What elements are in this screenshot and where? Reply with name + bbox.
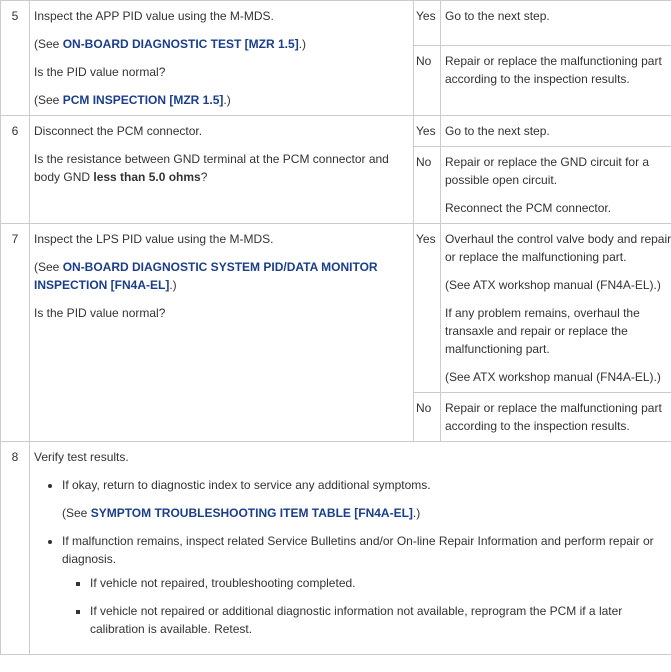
step-number: 6 xyxy=(1,116,30,224)
yes-label: Yes xyxy=(414,224,441,393)
action-see: (See PCM INSPECTION [MZR 1.5].) xyxy=(34,91,409,109)
sub-bullet-list: If vehicle not repaired, troubleshooting… xyxy=(62,574,671,638)
action-question: Is the resistance between GND terminal a… xyxy=(34,150,409,186)
list-item: If vehicle not repaired or additional di… xyxy=(90,602,671,638)
step-number: 5 xyxy=(1,1,30,116)
action-see: (See ON-BOARD DIAGNOSTIC SYSTEM PID/DATA… xyxy=(34,258,409,294)
action-see: (See SYMPTOM TROUBLESHOOTING ITEM TABLE … xyxy=(62,504,671,522)
yes-label: Yes xyxy=(414,116,441,147)
action-text: Inspect the APP PID value using the M-MD… xyxy=(34,7,409,25)
step-action: Inspect the LPS PID value using the M-MD… xyxy=(30,224,414,442)
list-item: If malfunction remains, inspect related … xyxy=(62,532,671,638)
no-label: No xyxy=(414,45,441,115)
step-action: Disconnect the PCM connector. Is the res… xyxy=(30,116,414,224)
no-label: No xyxy=(414,147,441,224)
yes-result: Go to the next step. xyxy=(441,116,671,147)
no-label: No xyxy=(414,393,441,442)
link-onboard-diag-test[interactable]: ON-BOARD DIAGNOSTIC TEST [MZR 1.5] xyxy=(63,37,299,51)
yes-result: Overhaul the control valve body and repa… xyxy=(441,224,671,393)
action-text: Disconnect the PCM connector. xyxy=(34,122,409,140)
list-item: If okay, return to diagnostic index to s… xyxy=(62,476,671,522)
no-result: Repair or replace the malfunctioning par… xyxy=(441,393,671,442)
link-pid-data-monitor[interactable]: ON-BOARD DIAGNOSTIC SYSTEM PID/DATA MONI… xyxy=(34,260,378,292)
action-text: Inspect the LPS PID value using the M-MD… xyxy=(34,230,409,248)
action-see: (See ON-BOARD DIAGNOSTIC TEST [MZR 1.5].… xyxy=(34,35,409,53)
link-pcm-inspection[interactable]: PCM INSPECTION [MZR 1.5] xyxy=(63,93,224,107)
no-result: Repair or replace the GND circuit for a … xyxy=(441,147,671,224)
diagnostic-table: 5 Inspect the APP PID value using the M-… xyxy=(0,0,671,655)
step-action: Inspect the APP PID value using the M-MD… xyxy=(30,1,414,116)
action-question: Is the PID value normal? xyxy=(34,63,409,81)
step-number: 7 xyxy=(1,224,30,442)
list-item: If vehicle not repaired, troubleshooting… xyxy=(90,574,671,592)
yes-result: Go to the next step. xyxy=(441,1,671,46)
yes-label: Yes xyxy=(414,1,441,46)
bullet-list: If okay, return to diagnostic index to s… xyxy=(34,476,671,638)
step-action-full: Verify test results. If okay, return to … xyxy=(30,442,671,655)
action-text: Verify test results. xyxy=(34,448,671,466)
step-number: 8 xyxy=(1,442,30,655)
no-result: Repair or replace the malfunctioning par… xyxy=(441,45,671,115)
link-symptom-table[interactable]: SYMPTOM TROUBLESHOOTING ITEM TABLE [FN4A… xyxy=(91,506,413,520)
action-question: Is the PID value normal? xyxy=(34,304,409,322)
